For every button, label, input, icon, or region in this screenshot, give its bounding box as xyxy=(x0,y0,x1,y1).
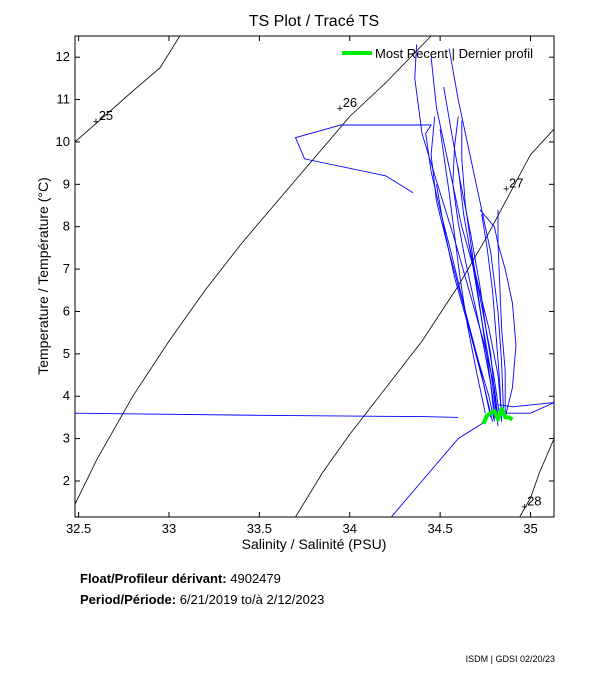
y-tick-label: 11 xyxy=(57,92,71,107)
y-tick-label: 2 xyxy=(63,473,70,488)
profile-line-6 xyxy=(457,167,497,414)
profile-line-12 xyxy=(439,129,486,414)
profile-line-2 xyxy=(430,57,503,414)
y-tick-label: 7 xyxy=(63,261,70,276)
isopycnal-line-28 xyxy=(519,438,554,517)
x-tick-label: 33.5 xyxy=(247,521,272,536)
float-id: 4902479 xyxy=(230,571,281,586)
footer-credit: ISDM | GDSI 02/20/23 xyxy=(465,654,555,664)
x-tick-label: 35 xyxy=(523,521,537,536)
axes-box xyxy=(74,35,555,518)
y-tick-label: 4 xyxy=(63,388,70,403)
profile-line-4 xyxy=(448,48,504,409)
x-tick-label: 32.5 xyxy=(66,521,91,536)
x-axis-label: Salinity / Salinité (PSU) xyxy=(242,536,387,552)
isopycnal-marker-27: + xyxy=(503,184,509,196)
x-tick-label: 34 xyxy=(343,521,357,536)
legend-label-most-recent: Most Recent | Dernier profil xyxy=(375,46,533,61)
y-tick-label: 5 xyxy=(63,346,70,361)
y-tick-label: 8 xyxy=(63,219,70,234)
y-tick-label: 12 xyxy=(56,49,70,64)
most-recent-profile-line xyxy=(481,406,514,425)
profile-line-10 xyxy=(481,213,503,422)
isopycnal-label-26: 26 xyxy=(343,95,357,110)
period-info: Period/Période: 6/21/2019 to/à 2/12/2023 xyxy=(80,592,324,607)
profile-line-16 xyxy=(390,421,486,517)
float-info: Float/Profileur dérivant: 4902479 xyxy=(80,571,281,586)
period-label: Period/Période: xyxy=(80,592,177,607)
profile-line-13 xyxy=(468,243,499,426)
isopycnal-marker-26: + xyxy=(337,103,343,115)
profile-line-5 xyxy=(443,86,501,418)
legend: Most Recent | Dernier profil xyxy=(342,46,533,61)
y-axis-label: Temperature / Température (°C) xyxy=(35,177,51,375)
period-start: 6/21/2019 xyxy=(179,592,238,607)
chart-title: TS Plot / Tracé TS xyxy=(249,13,379,30)
period-to: to/à xyxy=(241,592,263,607)
isopycnal-line-26 xyxy=(75,36,432,505)
profile-line-18 xyxy=(452,116,495,420)
profile-line-7 xyxy=(497,209,506,418)
y-tick-label: 3 xyxy=(63,431,70,446)
isopycnal-marker-28: + xyxy=(521,501,527,513)
x-tick-label: 34.5 xyxy=(427,521,452,536)
y-tick-label: 10 xyxy=(56,134,70,149)
period-end: 2/12/2023 xyxy=(266,592,325,607)
profile-line-3 xyxy=(430,116,495,422)
profile-line-17 xyxy=(479,209,517,418)
isopycnal-label-25: 25 xyxy=(99,108,113,123)
isopycnal-label-28: 28 xyxy=(527,493,541,508)
isopycnal-label-layer: +25 +26+ 27+ 28 xyxy=(93,95,542,513)
y-tick-label: 6 xyxy=(63,303,70,318)
isopycnal-line-27 xyxy=(295,128,554,517)
plot-area xyxy=(75,36,554,517)
plot-layer xyxy=(75,36,554,517)
isopycnal-line-25 xyxy=(75,36,181,143)
x-tick-label: 33 xyxy=(162,521,176,536)
float-label: Float/Profileur dérivant: xyxy=(80,571,227,586)
profile-line-14 xyxy=(75,412,459,418)
isopycnal-marker-25: + xyxy=(93,116,99,128)
isopycnal-label-27: 27 xyxy=(509,176,523,191)
y-tick-label: 9 xyxy=(63,176,70,191)
profile-line-9 xyxy=(461,120,495,409)
